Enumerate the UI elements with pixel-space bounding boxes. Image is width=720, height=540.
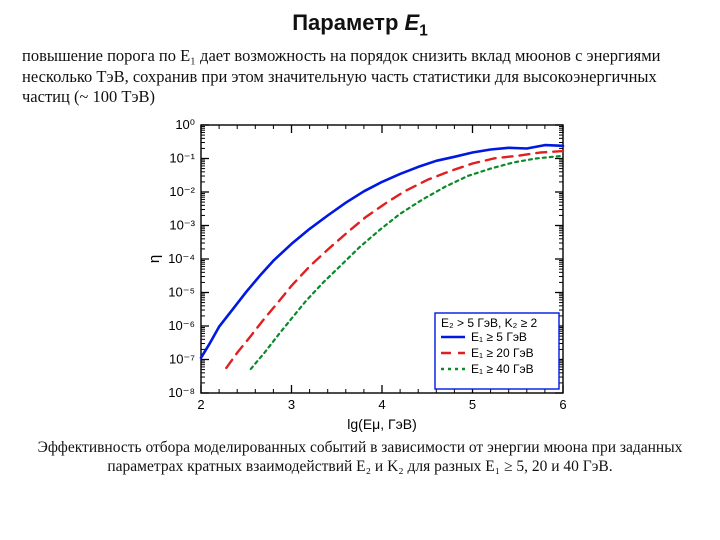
chart-caption: Эффективность отбора моделированных собы… — [22, 439, 698, 477]
svg-text:η: η — [146, 255, 163, 263]
svg-text:10⁰: 10⁰ — [175, 117, 195, 132]
title-var: E — [405, 10, 420, 35]
legend-title: E₂ > 5 ГэВ, K₂ ≥ 2 — [441, 316, 538, 330]
intro-paragraph: повышение порога по E₁ дает возможность … — [22, 46, 698, 106]
page-title: Параметр E1 — [22, 10, 698, 40]
svg-text:3: 3 — [288, 397, 295, 412]
svg-text:lg(Eμ, ГэВ): lg(Eμ, ГэВ) — [347, 416, 416, 432]
svg-text:2: 2 — [197, 397, 204, 412]
svg-text:E₁ ≥ 20 ГэВ: E₁ ≥ 20 ГэВ — [471, 346, 534, 360]
svg-text:10⁻⁶: 10⁻⁶ — [168, 318, 195, 333]
svg-text:4: 4 — [378, 397, 385, 412]
svg-text:10⁻⁸: 10⁻⁸ — [168, 385, 195, 400]
svg-text:E₁ ≥ 40 ГэВ: E₁ ≥ 40 ГэВ — [471, 362, 534, 376]
svg-text:10⁻⁷: 10⁻⁷ — [169, 351, 195, 366]
svg-text:5: 5 — [469, 397, 476, 412]
svg-text:10⁻⁵: 10⁻⁵ — [168, 284, 195, 299]
title-prefix: Параметр — [292, 10, 404, 35]
svg-text:10⁻³: 10⁻³ — [169, 217, 195, 232]
title-sub: 1 — [419, 22, 428, 39]
svg-text:10⁻⁴: 10⁻⁴ — [168, 251, 195, 266]
svg-text:E₁ ≥ 5 ГэВ: E₁ ≥ 5 ГэВ — [471, 330, 527, 344]
svg-text:6: 6 — [559, 397, 566, 412]
svg-text:10⁻¹: 10⁻¹ — [169, 150, 195, 165]
efficiency-chart: 2 3 4 5 6 10⁻⁸ 10⁻⁷ 10⁻⁶ 10⁻⁵ 10⁻⁴ 10⁻³ 10⁻² 10⁻¹ 10⁰… — [145, 115, 575, 435]
svg-text:10⁻²: 10⁻² — [169, 184, 195, 199]
